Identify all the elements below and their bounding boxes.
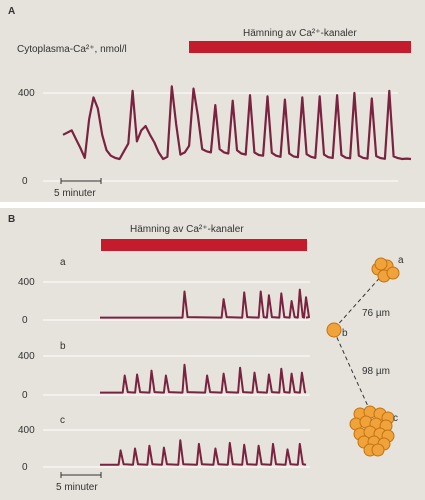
cell-circle: [374, 257, 388, 271]
trace-b: [100, 363, 307, 394]
trace-a: [100, 288, 310, 319]
cell-circle: [371, 443, 385, 457]
panel-a-scale-bar: [60, 178, 102, 184]
trace-c: [100, 439, 307, 466]
trace-c-ytick-0: 0: [22, 462, 28, 473]
panel-a-label: A: [8, 6, 15, 17]
panel-b-inhibition-bar: [101, 239, 307, 251]
panel-a-line: [62, 85, 412, 161]
trace-b-label: b: [60, 341, 66, 352]
panel-b-scale-bar: [60, 472, 102, 478]
panel-a-ytick-0: 0: [22, 176, 28, 187]
cell-circle: [386, 266, 400, 280]
trace-a-ytick-0: 0: [22, 315, 28, 326]
panel-a-scale-label: 5 minuter: [54, 188, 96, 199]
trace-b-ytick-400: 400: [18, 351, 35, 362]
panel-b-label: B: [8, 214, 15, 225]
panel-b-scale-label: 5 minuter: [56, 482, 98, 493]
trace-line: [100, 363, 307, 394]
trace-a-ytick-400: 400: [18, 277, 35, 288]
trace-c-label: c: [60, 415, 65, 426]
panel-a-background: [0, 0, 425, 202]
cell-a-label: a: [398, 255, 404, 266]
trace-b-ytick-0: 0: [22, 390, 28, 401]
cell-cluster-c: [349, 405, 395, 457]
cell-b: [326, 322, 342, 338]
trace-line: [100, 439, 307, 466]
trace-a-label: a: [60, 257, 66, 268]
distance-ab: 76 µm: [362, 308, 390, 319]
cell-b-label: b: [342, 328, 348, 339]
cell-connector-bc: [333, 330, 372, 414]
cell-connector-ab: [333, 272, 385, 330]
panel-b-bar-label: Hämning av Ca²⁺-kanaler: [130, 224, 244, 235]
panel-a-trace: [62, 85, 412, 161]
panel-b-background: [0, 208, 425, 500]
cell-circle: [326, 322, 342, 338]
cell-cluster-a: [371, 257, 400, 283]
panel-a-bar-label: Hämning av Ca²⁺-kanaler: [243, 28, 357, 39]
cell-c-label: c: [393, 413, 398, 424]
distance-bc: 98 µm: [362, 366, 390, 377]
panel-a-ytick-400: 400: [18, 88, 35, 99]
panel-a-inhibition-bar: [189, 41, 411, 53]
trace-line: [100, 288, 310, 319]
trace-c-ytick-400: 400: [18, 425, 35, 436]
panel-a-ylabel: Cytoplasma-Ca²⁺, nmol/l: [17, 44, 127, 55]
